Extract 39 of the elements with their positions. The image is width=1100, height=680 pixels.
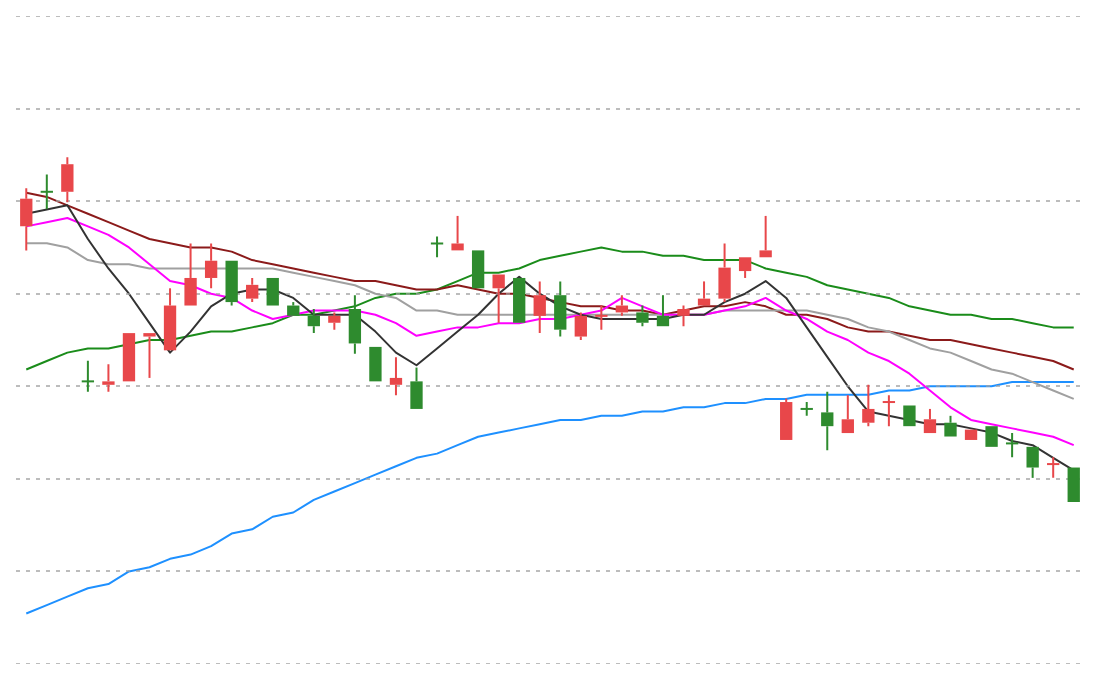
candlestick [40,173,53,211]
candlestick [348,294,362,355]
candlestick [143,333,156,379]
candlestick [81,359,95,393]
candlestick [759,214,772,258]
candlestick [697,280,711,306]
candlestick [20,187,33,252]
candlestick [738,257,752,279]
candlestick [102,363,115,393]
candlestick [841,394,854,434]
candlestick [1047,456,1060,479]
candlestick [204,242,218,290]
candlestick [718,242,731,304]
candlestick [677,304,690,328]
candlestick [328,311,341,331]
candlestick [184,242,197,306]
candlestick [389,356,403,397]
candlestick [595,304,608,331]
candlestick [821,390,834,452]
candlestick [533,280,546,335]
candlestick [410,366,423,409]
candlestick [574,311,587,341]
candlestick [451,214,464,251]
candlestick [246,276,259,304]
candlestick [163,287,177,351]
candlestick [430,235,444,259]
candlestick [492,274,505,324]
candlestick [554,280,567,338]
candlestick [225,260,238,307]
candlestick [61,156,74,204]
candlestick [944,414,957,437]
candlestick [1026,446,1039,479]
candlestick [656,294,670,327]
candlestick [923,407,937,434]
candlestick [307,307,320,335]
candlestick [1005,432,1019,459]
candlestick [862,383,875,428]
candlestick [882,394,896,428]
candlestick [287,301,300,316]
